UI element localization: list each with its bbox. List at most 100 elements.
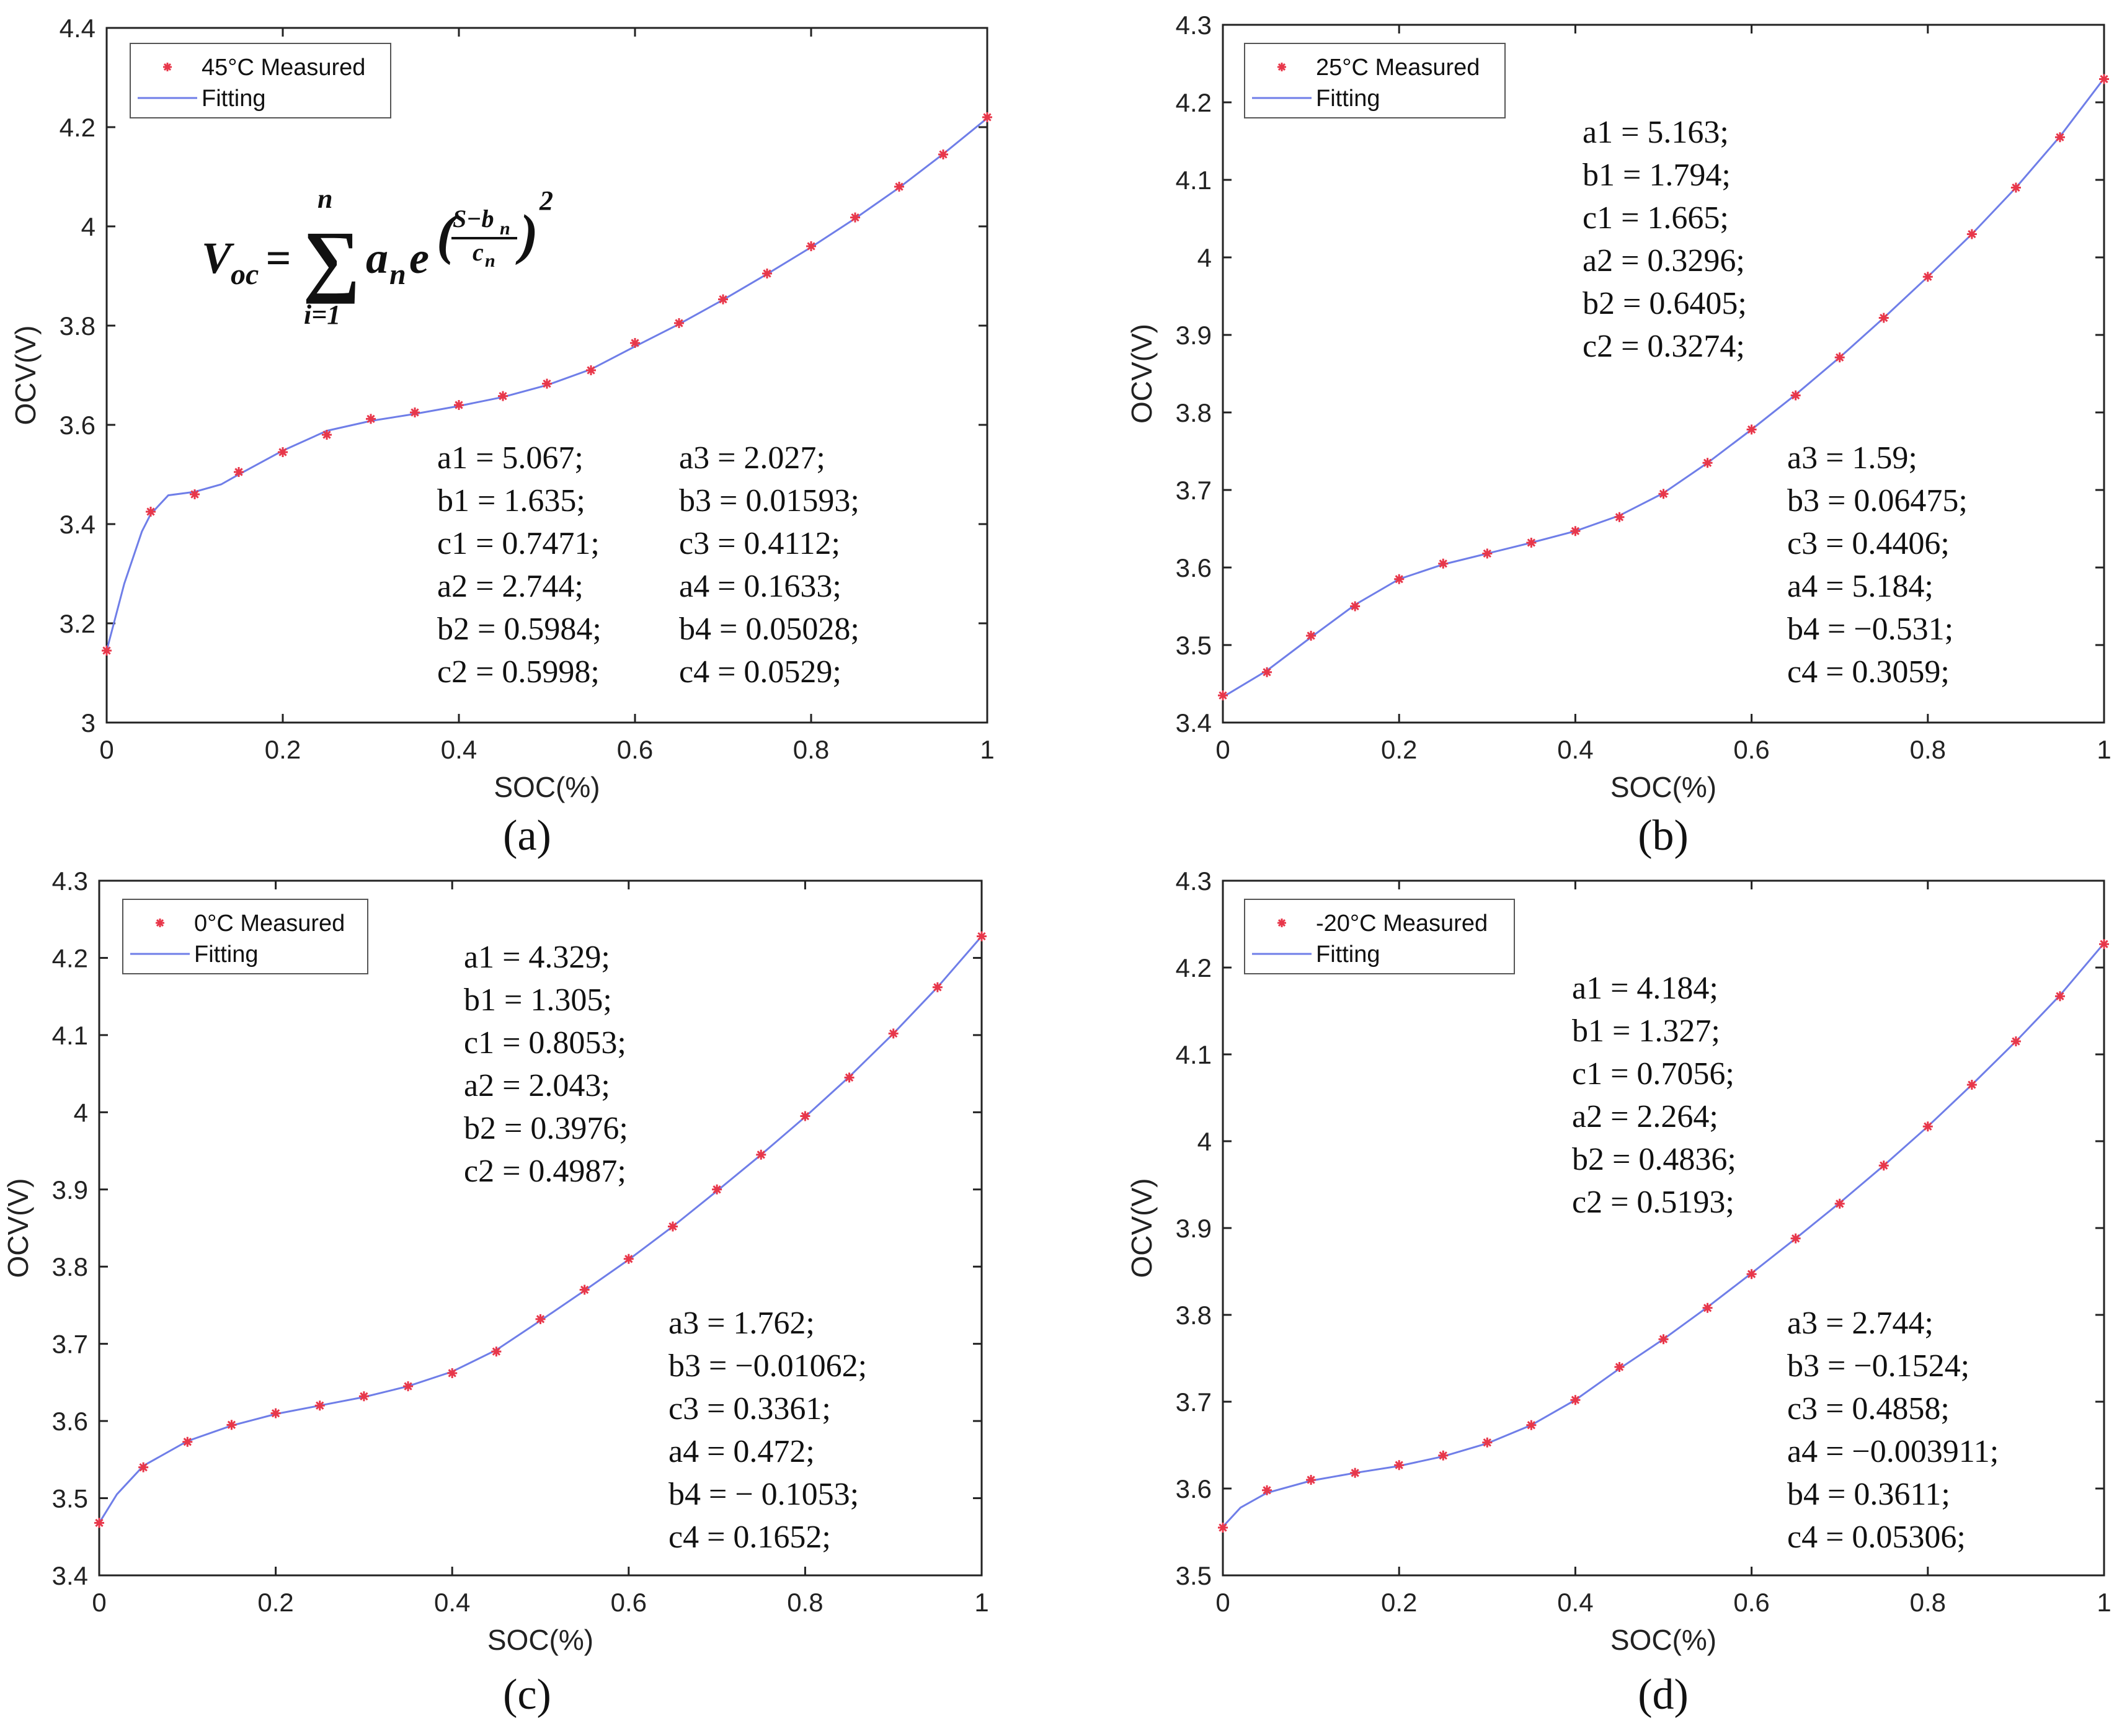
legend: -20°C Measured Fitting xyxy=(1244,899,1515,974)
y-tick-label: 3.8 xyxy=(60,311,95,341)
fit-parameter: b1 = 1.794; xyxy=(1583,158,1731,193)
x-tick-label: 1 xyxy=(974,1588,988,1617)
equation-lhs: V xyxy=(202,233,234,283)
x-tick-label: 0.2 xyxy=(257,1588,293,1617)
legend: 0°C Measured Fitting xyxy=(122,899,368,974)
x-tick-label: 0.4 xyxy=(1557,735,1593,764)
x-tick-label: 0.2 xyxy=(1381,735,1417,764)
y-tick-label: 4.2 xyxy=(52,943,88,973)
x-tick-label: 0 xyxy=(1215,735,1230,764)
fit-parameter: a4 = 5.184; xyxy=(1787,569,1934,604)
y-tick-label: 3.5 xyxy=(1176,1561,1212,1590)
fit-parameter: c4 = 0.1652; xyxy=(668,1520,831,1555)
measured-point xyxy=(630,338,640,348)
measured-point xyxy=(932,982,943,992)
y-tick-label: 3.4 xyxy=(52,1561,88,1590)
measured-point xyxy=(1658,489,1669,499)
equation-term-sub: n xyxy=(389,258,406,291)
equation-frac-den-sub: n xyxy=(485,251,495,271)
fit-parameter: a1 = 4.184; xyxy=(1572,971,1718,1006)
x-tick-label: 1 xyxy=(2097,1588,2111,1617)
y-tick-label: 3.7 xyxy=(1176,476,1212,505)
legend: 45°C Measured Fitting xyxy=(130,43,391,118)
equation-sum-bottom: i=1 xyxy=(304,300,340,330)
fit-parameter: b3 = −0.01062; xyxy=(668,1348,867,1384)
x-tick-label: 0.6 xyxy=(611,1588,647,1617)
x-tick-label: 0.8 xyxy=(787,1588,823,1617)
y-tick-label: 4 xyxy=(81,212,95,241)
equation-frac-num-sub: n xyxy=(500,218,510,239)
x-axis-label: SOC(%) xyxy=(487,1624,593,1656)
y-tick-label: 4.4 xyxy=(60,14,95,43)
measured-point xyxy=(2054,132,2065,143)
y-tick-label: 3.6 xyxy=(52,1407,88,1436)
measured-point xyxy=(2010,1036,2021,1046)
y-axis-label: OCV(V) xyxy=(2,1178,34,1278)
y-axis-label: OCV(V) xyxy=(1126,1178,1158,1278)
measured-point xyxy=(1834,352,1845,363)
legend-measured-label: -20°C Measured xyxy=(1316,910,1488,937)
x-tick-label: 0.4 xyxy=(1557,1588,1593,1617)
fit-parameter: b2 = 0.3976; xyxy=(464,1111,628,1146)
y-axis-label: OCV(V) xyxy=(9,326,42,425)
x-tick-label: 0.2 xyxy=(265,735,301,764)
y-tick-label: 3.7 xyxy=(52,1330,88,1359)
legend-fitting-label: Fitting xyxy=(1316,86,1380,112)
y-tick-label: 3.6 xyxy=(60,411,95,440)
legend-measured-marker xyxy=(163,63,172,71)
fit-parameter: c4 = 0.3059; xyxy=(1787,654,1950,690)
fit-parameter: a2 = 2.264; xyxy=(1572,1099,1718,1134)
y-tick-label: 3.5 xyxy=(1176,631,1212,660)
measured-point xyxy=(844,1072,855,1083)
y-tick-label: 3.8 xyxy=(52,1252,88,1281)
fit-parameter: b2 = 0.4836; xyxy=(1572,1142,1736,1177)
measured-point xyxy=(146,507,156,517)
equation-paren-right: ) xyxy=(515,204,538,265)
fit-parameter: b4 = −0.531; xyxy=(1787,612,1953,647)
measured-point xyxy=(623,1253,634,1264)
measured-point xyxy=(2010,182,2021,193)
fit-parameter: c1 = 0.8053; xyxy=(464,1025,626,1061)
measured-point xyxy=(410,407,420,417)
legend-fitting-label: Fitting xyxy=(194,941,258,968)
fit-parameter: b3 = 0.01593; xyxy=(679,483,859,519)
measured-point xyxy=(1834,1198,1845,1209)
measured-point xyxy=(850,212,860,223)
y-tick-label: 3.6 xyxy=(1176,1474,1212,1503)
measured-point xyxy=(1482,548,1493,559)
measured-point xyxy=(756,1149,766,1160)
x-tick-label: 0.4 xyxy=(434,1588,470,1617)
legend-fitting-label: Fitting xyxy=(1316,941,1380,968)
x-axis-label: SOC(%) xyxy=(1610,1624,1716,1656)
equation-lhs-sub: oc xyxy=(231,258,259,291)
x-tick-label: 0.8 xyxy=(793,735,829,764)
legend-box xyxy=(1244,899,1515,974)
fit-parameter: b1 = 1.327; xyxy=(1572,1013,1720,1049)
fit-parameter: c2 = 0.5998; xyxy=(437,654,600,690)
equation-sum-top: n xyxy=(317,184,332,214)
legend-measured-label: 0°C Measured xyxy=(194,910,345,937)
measured-point xyxy=(2099,939,2109,950)
measured-point xyxy=(762,269,772,278)
measured-point xyxy=(403,1381,414,1392)
measured-point xyxy=(1526,538,1537,548)
plot-frame xyxy=(1222,24,2105,724)
fit-parameter: c1 = 0.7471; xyxy=(437,526,600,561)
fit-parameter: a4 = 0.472; xyxy=(668,1434,815,1469)
x-tick-label: 1 xyxy=(2097,735,2111,764)
measured-point xyxy=(1218,1523,1228,1533)
equation-power: 2 xyxy=(539,185,553,216)
chart-panel-a: 0 0.2 0.4 0.6 0.8 1 3 3.2 3.4 3.6 3.8 4 4.2 4.4 SOC(%)… xyxy=(9,14,995,860)
x-tick-label: 0.6 xyxy=(1733,1588,1769,1617)
fit-parameter: c2 = 0.3274; xyxy=(1583,329,1745,364)
y-tick-label: 4 xyxy=(74,1098,88,1127)
fit-parameter: a2 = 0.3296; xyxy=(1583,243,1745,278)
fit-parameter: c2 = 0.4987; xyxy=(464,1154,626,1189)
measured-point xyxy=(1966,229,1977,239)
x-tick-label: 0.6 xyxy=(1733,735,1769,764)
measured-point xyxy=(138,1462,149,1472)
legend-box xyxy=(130,43,391,118)
measured-point xyxy=(667,1221,678,1232)
legend-box xyxy=(122,899,368,974)
measured-point xyxy=(800,1111,810,1121)
